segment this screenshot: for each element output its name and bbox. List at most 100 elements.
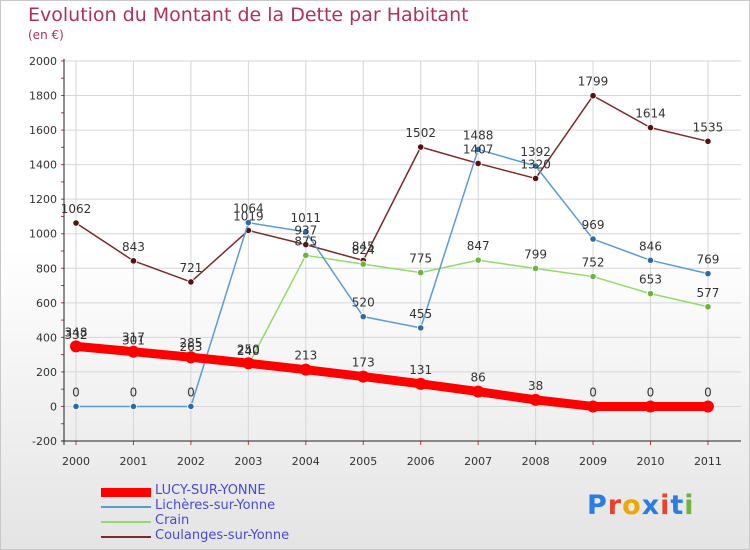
- data-point: [531, 162, 540, 170]
- data-point: [644, 400, 657, 413]
- data-point: [72, 402, 80, 411]
- data-point: [472, 385, 485, 398]
- data-label: 0: [130, 385, 138, 399]
- x-tick-label: 2000: [62, 455, 90, 468]
- data-label: 1392: [520, 145, 551, 159]
- data-label: 38: [528, 379, 543, 393]
- data-label: 0: [589, 385, 597, 399]
- data-label: 250: [237, 342, 260, 356]
- data-point: [417, 268, 425, 277]
- data-label: 937: [294, 224, 317, 238]
- data-point: [299, 363, 312, 376]
- logo-letter: P: [587, 490, 608, 521]
- data-label: 173: [352, 356, 375, 370]
- data-label: 875: [294, 234, 317, 248]
- data-point: [70, 340, 82, 353]
- data-label: 1011: [291, 211, 322, 225]
- data-label: 775: [409, 252, 432, 266]
- data-label: 1064: [233, 202, 264, 216]
- data-point: [302, 241, 310, 249]
- y-tick-label: 1000: [29, 228, 57, 241]
- data-point: [187, 278, 195, 286]
- data-label: 0: [647, 385, 655, 399]
- data-label: 0: [187, 385, 195, 399]
- data-label: 769: [696, 253, 719, 267]
- x-tick-label: 2010: [637, 455, 665, 468]
- chart-title: Evolution du Montant de la Dette par Hab…: [28, 4, 469, 26]
- data-point: [646, 256, 655, 264]
- data-label: 1799: [578, 75, 609, 89]
- y-tick-label: 0: [50, 400, 57, 413]
- data-label: 1502: [405, 126, 436, 140]
- data-label: 1407: [463, 142, 494, 156]
- x-tick-label: 2002: [177, 455, 205, 468]
- y-tick-label: 2000: [29, 55, 57, 68]
- data-point: [589, 272, 597, 281]
- data-label: 1535: [693, 120, 724, 134]
- data-point: [244, 219, 252, 227]
- data-point: [357, 370, 370, 383]
- legend-label: LUCY-SUR-YONNE: [155, 483, 266, 498]
- x-tick-label: 2004: [292, 455, 320, 468]
- data-label: 721: [179, 261, 202, 275]
- data-point: [531, 174, 540, 183]
- data-point: [646, 124, 655, 132]
- data-point: [474, 159, 482, 168]
- x-tick-label: 2007: [464, 455, 492, 468]
- data-label: 845: [352, 240, 375, 254]
- y-tick-label: -200: [32, 435, 57, 448]
- data-point: [704, 303, 712, 311]
- data-point: [129, 402, 138, 411]
- data-label: 263: [179, 340, 202, 354]
- data-point: [127, 345, 140, 358]
- data-point: [302, 251, 310, 259]
- data-label: 846: [639, 239, 662, 253]
- x-tick-label: 2001: [119, 455, 147, 468]
- data-label: 213: [294, 349, 317, 363]
- data-label: 520: [352, 296, 375, 310]
- data-label: 653: [639, 273, 662, 287]
- y-tick-label: 800: [36, 262, 57, 275]
- axes: [61, 59, 741, 445]
- tick-labels: -200020040060080010001200140016001800200…: [29, 55, 722, 468]
- data-label: 969: [582, 218, 605, 232]
- legend-label: Crain: [155, 513, 190, 528]
- data-label: 332: [65, 328, 88, 342]
- data-point: [529, 393, 542, 406]
- data-point: [474, 256, 482, 264]
- data-point: [646, 290, 655, 298]
- x-tick-label: 2011: [694, 455, 722, 468]
- data-point: [704, 270, 712, 278]
- chart-unit: (en €): [28, 28, 64, 42]
- data-point: [587, 400, 600, 413]
- data-label: 86: [471, 371, 486, 385]
- data-point: [701, 400, 714, 413]
- data-label: 285: [179, 336, 202, 350]
- data-label: 752: [582, 256, 605, 270]
- data-point: [589, 235, 597, 243]
- data-point: [72, 219, 80, 227]
- x-tick-label: 2006: [407, 455, 435, 468]
- series-layer: [70, 92, 714, 413]
- logo-letter: i: [684, 490, 695, 521]
- data-labels: 348 317 285 250 213 173 131 86 38 0 0 0 0 0 0 1064 1011 5…: [61, 75, 723, 400]
- data-label: 1062: [61, 202, 92, 216]
- legend-label: Lichères-sur-Yonne: [155, 498, 276, 513]
- data-point: [417, 324, 425, 332]
- data-label: 455: [409, 307, 432, 321]
- data-point: [589, 92, 597, 100]
- data-point: [414, 377, 427, 390]
- y-tick-label: 1200: [29, 193, 57, 206]
- x-tick-label: 2008: [522, 455, 550, 468]
- data-label: 1614: [635, 107, 666, 121]
- y-tick-label: 1600: [29, 124, 57, 137]
- data-label: 843: [122, 240, 145, 254]
- data-label: 131: [409, 363, 432, 377]
- logo-letter: o: [622, 490, 642, 521]
- proxiti-logo: Proxiti: [587, 490, 695, 521]
- data-point: [242, 357, 255, 370]
- y-tick-label: 1400: [29, 159, 57, 172]
- data-label: 317: [122, 331, 145, 345]
